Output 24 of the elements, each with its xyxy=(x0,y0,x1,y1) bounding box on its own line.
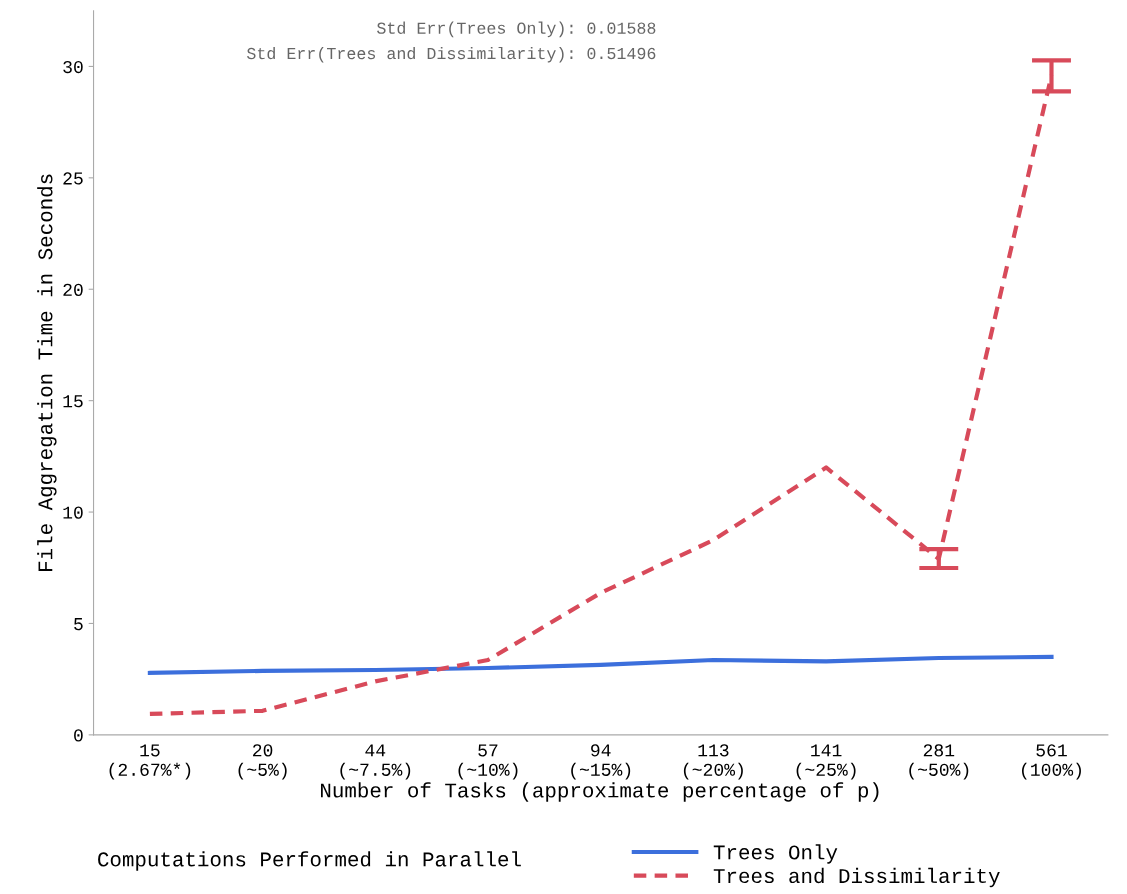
x-axis-title: Number of Tasks (approximate percentage of p) xyxy=(321,782,879,802)
legend-label: Trees Only xyxy=(713,844,838,864)
x-tick-label: 15 (2.67%*) xyxy=(109,744,191,780)
x-tick-label: 57 (~10%) xyxy=(458,744,518,780)
x-tick-label: 20 (~5%) xyxy=(238,744,287,780)
x-tick-label: 141 (~25%) xyxy=(796,744,856,780)
y-axis-title: File Aggregation Time in Seconds xyxy=(37,174,57,571)
x-tick-label: 281 (~50%) xyxy=(909,744,969,780)
x-tick-label: 94 (~15%) xyxy=(571,744,631,780)
y-tick-label: 0 xyxy=(74,729,83,742)
annotation: Std Err(Trees Only): 0.01588 xyxy=(377,21,656,38)
legend-title: Computations Performed in Parallel xyxy=(98,851,521,871)
y-tick-label: 10 xyxy=(63,506,83,519)
annotation: Std Err(Trees and Dissimilarity): 0.51496 xyxy=(247,46,656,63)
y-tick-label: 15 xyxy=(63,395,83,408)
x-tick-label: 44 (~7.5%) xyxy=(340,744,411,780)
legend-label: Trees and Dissimilarity xyxy=(713,867,1000,888)
y-tick-label: 5 xyxy=(74,618,83,631)
x-tick-label: 113 (~20%) xyxy=(683,744,743,780)
y-tick-label: 30 xyxy=(63,60,83,74)
y-tick-label: 20 xyxy=(63,283,83,296)
x-tick-label: 561 (100%) xyxy=(1022,744,1081,780)
y-tick-label: 25 xyxy=(63,172,83,185)
line-series xyxy=(147,654,1054,676)
